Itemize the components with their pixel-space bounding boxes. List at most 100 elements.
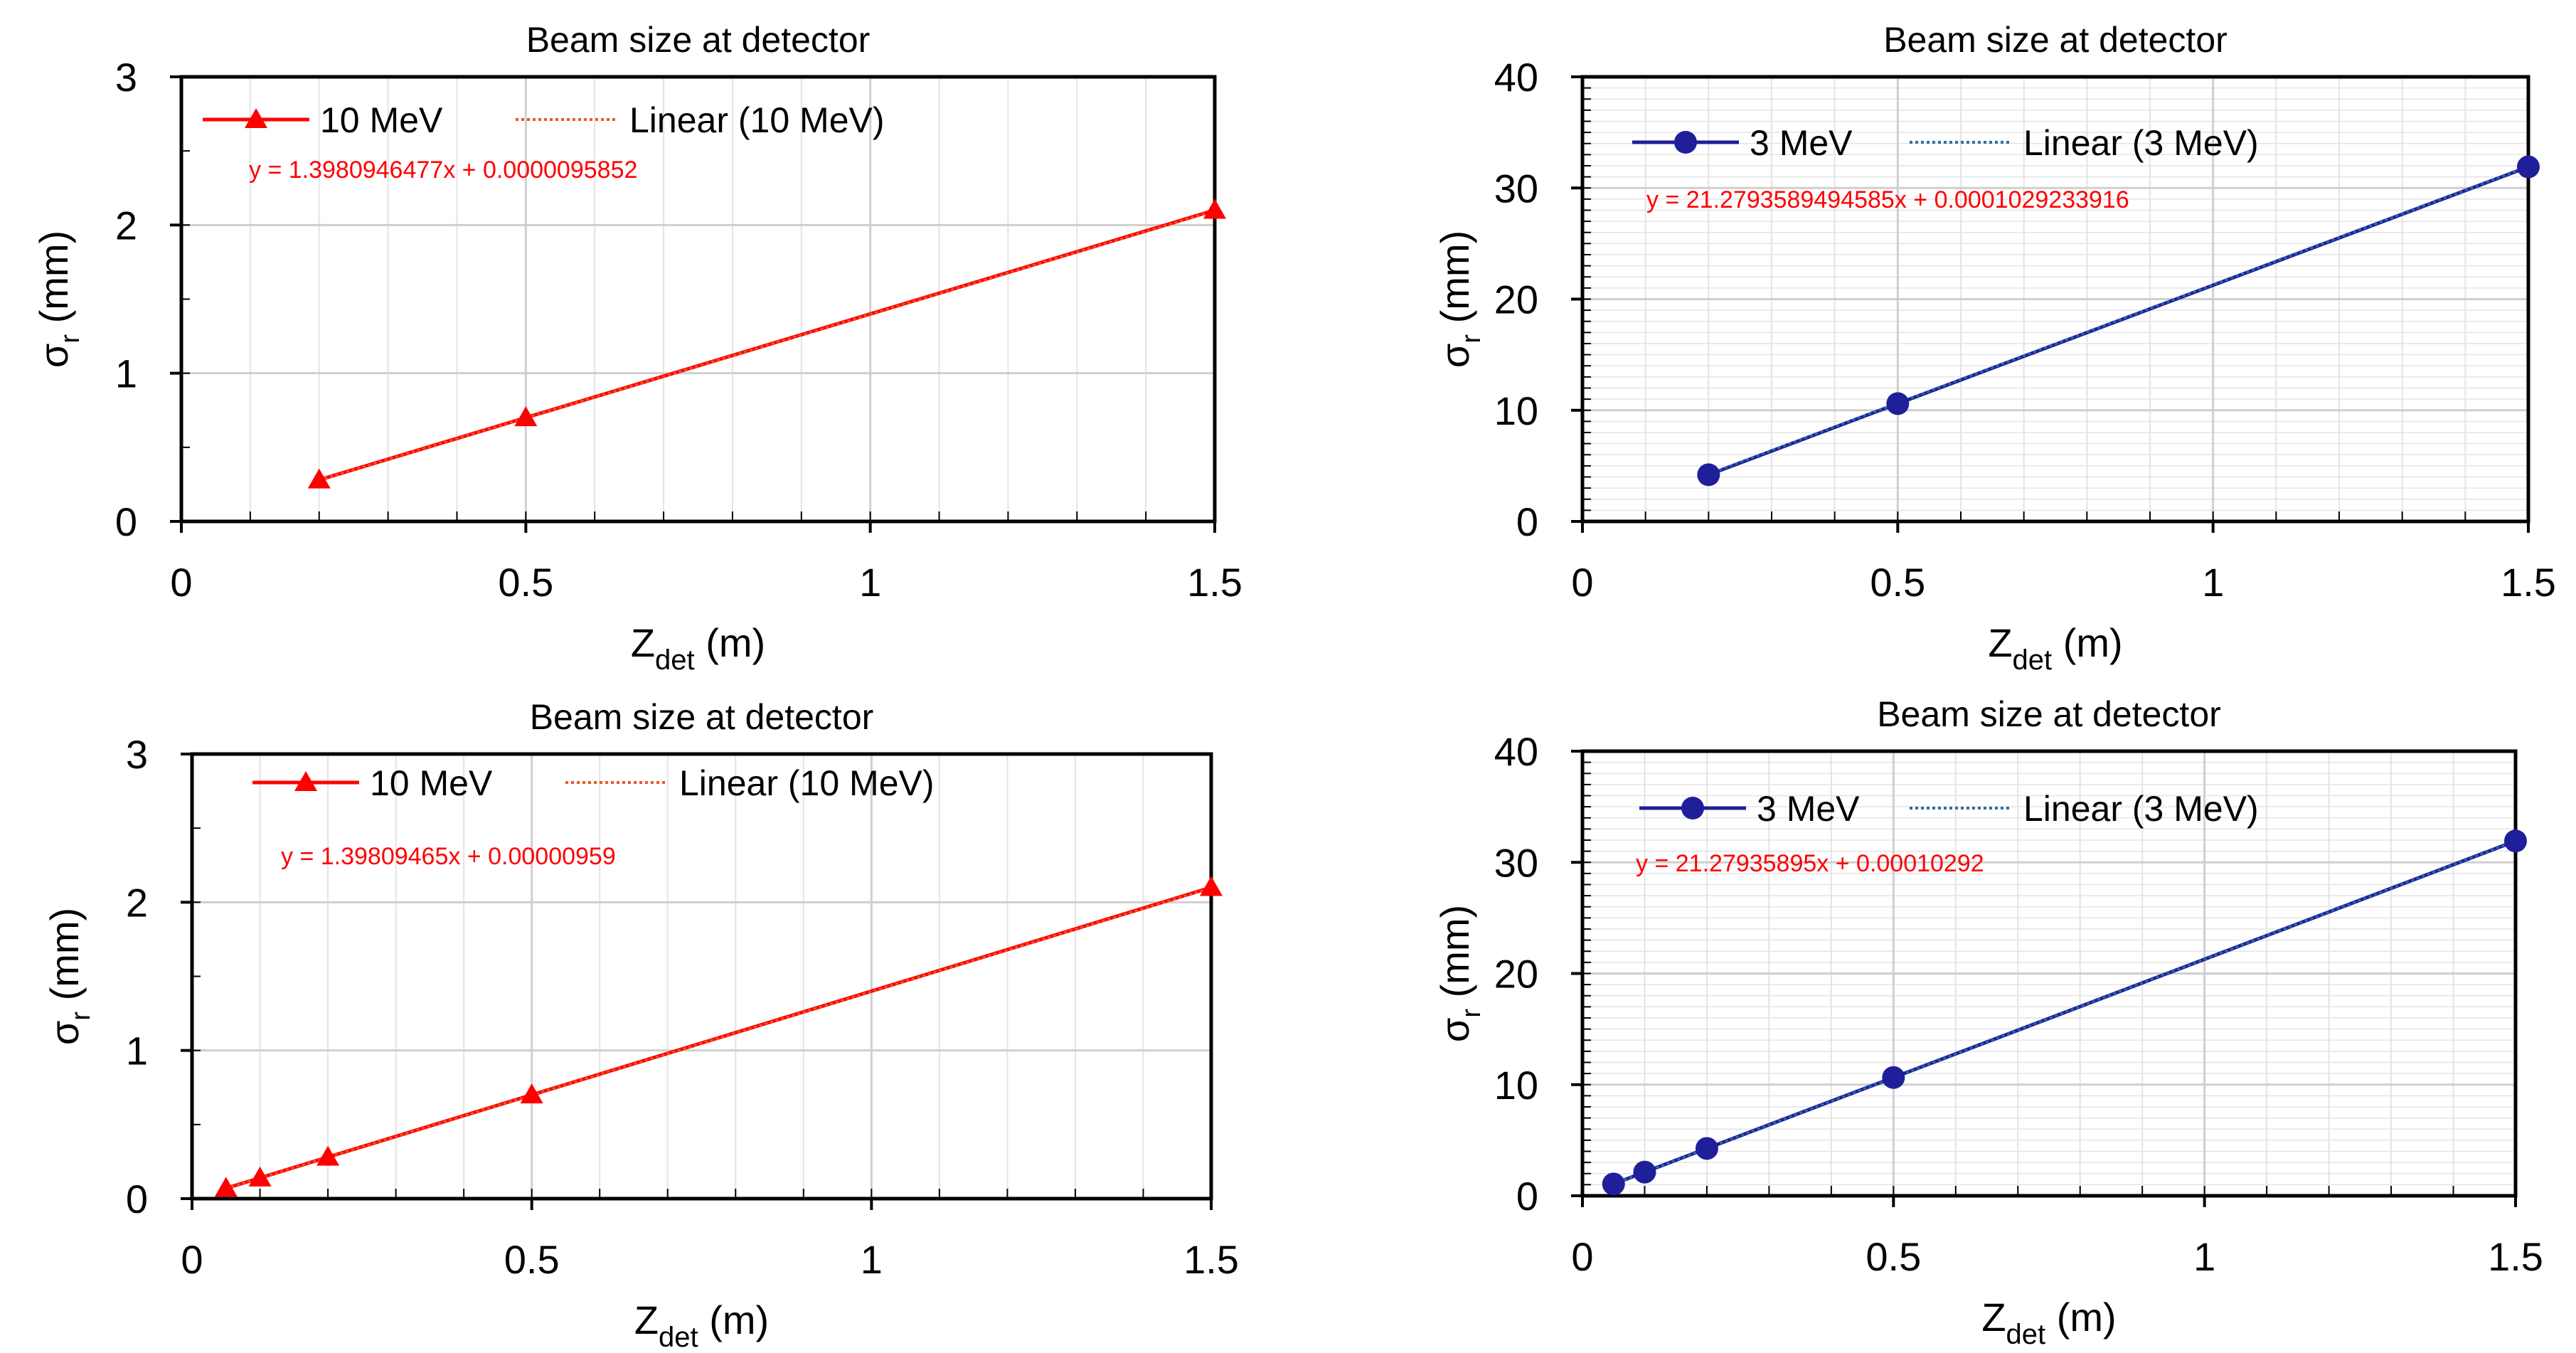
x-axis-label: Zdet (m) bbox=[1981, 1295, 2116, 1350]
y-axis-label-unit: (mm) bbox=[42, 908, 87, 1012]
x-axis-label-unit: (m) bbox=[2045, 1295, 2117, 1339]
x-axis-label: Zdet (m) bbox=[1988, 620, 2122, 676]
x-axis-label: Zdet (m) bbox=[634, 1298, 769, 1353]
chart-panel-4: 0 10 20 30 40 0 0.5 1 1.5 Beam size at detector Zd… bbox=[1432, 694, 2543, 1350]
y-tick-label: 3 bbox=[126, 732, 148, 777]
legend-marker bbox=[294, 771, 317, 791]
x-tick-label: 0 bbox=[170, 560, 192, 605]
legend-label-series: 3 MeV bbox=[1757, 789, 1860, 829]
y-tick-label: 3 bbox=[115, 55, 137, 100]
plot-frame bbox=[190, 752, 1213, 1201]
y-axis-label: σr (mm) bbox=[31, 230, 85, 368]
chart-panel-2: 0 10 20 30 40 0 0.5 1 1.5 Beam size at detector Zd… bbox=[1432, 20, 2556, 676]
y-axis-label-main: σ bbox=[1432, 344, 1477, 368]
x-axis-label-main: Z bbox=[1981, 1295, 2006, 1339]
x-axis-label: Zdet (m) bbox=[631, 620, 765, 676]
x-axis-label-unit: (m) bbox=[695, 620, 766, 665]
chart-title: Beam size at detector bbox=[1877, 694, 2221, 734]
y-axis-label-main: σ bbox=[1432, 1018, 1477, 1043]
data-point bbox=[520, 1083, 543, 1104]
y-tick-label: 0 bbox=[1516, 1174, 1538, 1219]
chart-title: Beam size at detector bbox=[530, 697, 874, 737]
y-axis-label: σr (mm) bbox=[1432, 905, 1486, 1042]
trendline bbox=[1708, 165, 2529, 475]
y-tick-label: 0 bbox=[126, 1177, 148, 1221]
data-point bbox=[1695, 1137, 1718, 1160]
y-tick-label: 2 bbox=[126, 880, 148, 925]
y-tick-label: 30 bbox=[1494, 166, 1538, 211]
trendline-equation: y = 21.2793589494585x + 0.0001029233916 bbox=[1646, 186, 2129, 213]
x-axis-label-unit: (m) bbox=[2052, 620, 2123, 665]
data-point bbox=[1697, 463, 1720, 487]
y-tick-label: 40 bbox=[1494, 729, 1538, 774]
y-tick-label: 20 bbox=[1494, 952, 1538, 997]
legend-label-series: 10 MeV bbox=[370, 763, 493, 803]
trendline bbox=[319, 209, 1215, 482]
data-point bbox=[316, 1145, 340, 1166]
trendline bbox=[225, 886, 1212, 1189]
x-tick-label: 0 bbox=[181, 1237, 203, 1282]
y-axis-label-sub: r bbox=[55, 334, 85, 344]
data-point bbox=[1886, 392, 1910, 415]
trendline-equation: y = 1.3980946477x + 0.0000095852 bbox=[249, 156, 637, 184]
data-point bbox=[248, 1166, 272, 1187]
x-tick-label: 0.5 bbox=[498, 560, 553, 605]
x-tick-label: 0.5 bbox=[1866, 1234, 1921, 1279]
trendline-equation: y = 21.27935895x + 0.00010292 bbox=[1636, 850, 1984, 877]
chart-panel-1: 0 1 2 3 0 0.5 1 1.5 Beam size at detector Zdet (m… bbox=[31, 20, 1242, 676]
x-tick-label: 0.5 bbox=[504, 1237, 560, 1282]
y-tick-label: 0 bbox=[115, 499, 137, 544]
y-axis-label-main: σ bbox=[42, 1021, 87, 1046]
chart-title: Beam size at detector bbox=[526, 20, 871, 60]
legend-label-series: 3 MeV bbox=[1750, 123, 1853, 163]
x-tick-label: 1 bbox=[859, 560, 881, 605]
y-axis-label-unit: (mm) bbox=[1432, 905, 1477, 1009]
y-tick-label: 1 bbox=[126, 1029, 148, 1073]
x-tick-label: 1.5 bbox=[1187, 560, 1242, 605]
y-axis-label-unit: (mm) bbox=[31, 230, 76, 334]
data-point bbox=[214, 1177, 238, 1197]
data-point bbox=[1203, 198, 1226, 219]
y-tick-label: 0 bbox=[1516, 499, 1538, 544]
legend-label-trend: Linear (3 MeV) bbox=[2023, 123, 2259, 163]
data-point bbox=[2517, 155, 2540, 179]
x-axis-label-unit: (m) bbox=[698, 1298, 770, 1342]
data-point bbox=[1602, 1172, 1625, 1196]
data-point bbox=[1200, 876, 1223, 896]
x-axis-label-sub: det bbox=[2006, 1319, 2046, 1350]
x-axis-label-sub: det bbox=[655, 644, 695, 676]
x-tick-label: 0 bbox=[1571, 1234, 1593, 1279]
data-point bbox=[1633, 1160, 1656, 1184]
trendline bbox=[1613, 839, 2516, 1185]
y-axis-label-sub: r bbox=[1457, 334, 1486, 344]
y-tick-label: 10 bbox=[1494, 388, 1538, 433]
x-tick-label: 0 bbox=[1571, 560, 1593, 605]
x-axis-label-sub: det bbox=[2013, 644, 2053, 676]
x-tick-label: 0.5 bbox=[1870, 560, 1925, 605]
y-axis-label: σr (mm) bbox=[42, 908, 96, 1045]
x-tick-label: 1.5 bbox=[2488, 1234, 2543, 1279]
y-axis-label-unit: (mm) bbox=[1432, 230, 1477, 334]
y-tick-label: 10 bbox=[1494, 1063, 1538, 1108]
data-point bbox=[307, 468, 331, 489]
legend-label-series: 10 MeV bbox=[320, 100, 443, 140]
x-tick-label: 1.5 bbox=[1183, 1237, 1239, 1282]
plot-frame bbox=[179, 75, 1217, 524]
y-axis-label-sub: r bbox=[1457, 1009, 1486, 1018]
x-tick-label: 1 bbox=[861, 1237, 883, 1282]
y-axis-label: σr (mm) bbox=[1432, 230, 1486, 368]
y-tick-label: 30 bbox=[1494, 840, 1538, 885]
chart-title: Beam size at detector bbox=[1883, 20, 2228, 60]
x-tick-label: 1.5 bbox=[2501, 560, 2556, 605]
legend-marker bbox=[1674, 131, 1697, 154]
x-axis-label-sub: det bbox=[659, 1322, 698, 1353]
y-tick-label: 20 bbox=[1494, 277, 1538, 322]
chart-panel-3: 0 1 2 3 0 0.5 1 1.5 Beam size at detector Zdet (m… bbox=[42, 697, 1239, 1353]
legend-marker bbox=[245, 108, 267, 128]
x-axis-label-main: Z bbox=[634, 1298, 659, 1342]
legend-label-trend: Linear (3 MeV) bbox=[2023, 789, 2259, 829]
x-tick-label: 1 bbox=[2193, 1234, 2215, 1279]
trendline-equation: y = 1.39809465x + 0.00000959 bbox=[281, 843, 616, 870]
y-axis-label-main: σ bbox=[31, 344, 76, 368]
y-tick-label: 1 bbox=[115, 351, 137, 396]
